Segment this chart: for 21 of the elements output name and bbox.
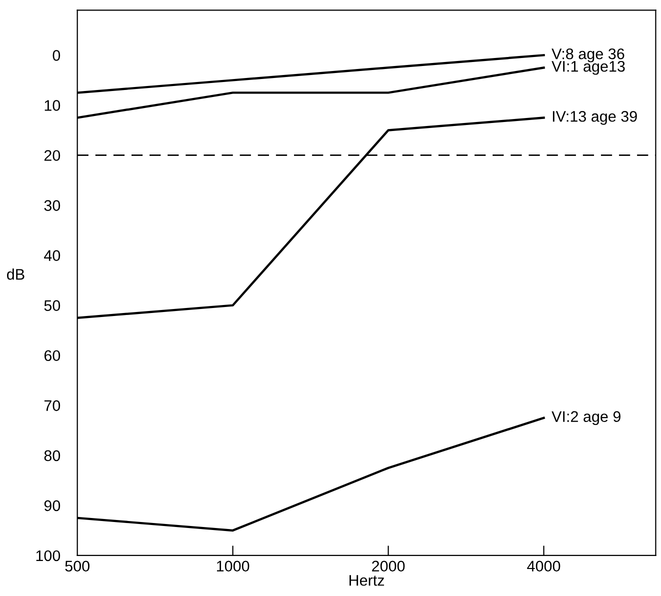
y-tick-label: 60	[44, 350, 60, 362]
y-axis-title: dB	[7, 268, 24, 280]
series-label: VI:1 age13	[552, 60, 625, 75]
y-tick-label: 40	[44, 250, 60, 261]
x-tick-label: 2000	[372, 560, 405, 572]
x-axis-title: Hertz	[350, 575, 384, 586]
y-tick-label: 90	[44, 500, 60, 512]
y-tick-label: 80	[44, 450, 60, 462]
x-tick-label: 1000	[216, 560, 250, 572]
y-tick-label: 30	[44, 200, 60, 211]
series-label: IV:13 age 39	[552, 110, 637, 125]
y-tick-label: 100	[36, 550, 60, 562]
y-tick-label: 50	[44, 300, 60, 311]
y-tick-label: 10	[44, 100, 60, 111]
x-tick-label: 4000	[527, 560, 560, 572]
series-label: VI:2 age 9	[552, 411, 620, 426]
x-tick-label: 500	[65, 560, 90, 572]
y-tick-label: 20	[44, 150, 60, 161]
y-tick-label: 70	[44, 400, 60, 412]
series-label: V:8 age 36	[552, 48, 624, 62]
y-tick-label: 0	[52, 50, 60, 61]
